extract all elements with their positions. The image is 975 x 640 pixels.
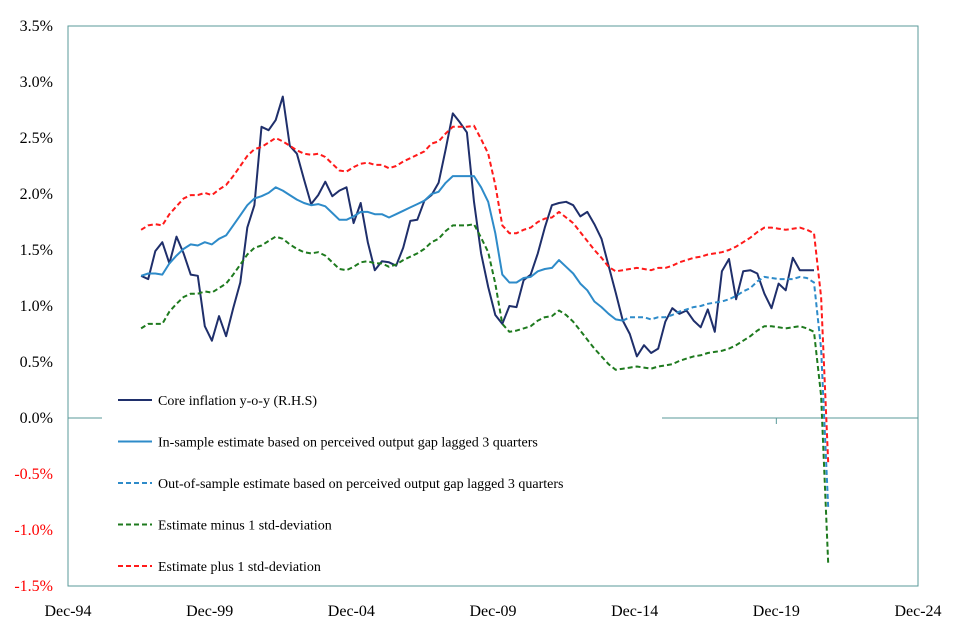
x-tick-label: Dec-14 <box>611 603 658 620</box>
y-tick-label: 1.5% <box>20 242 53 259</box>
legend-label: Core inflation y-o-y (R.H.S) <box>158 394 317 409</box>
y-axis-tick-labels: 3.5% 3.0% 2.5% 2.0% 1.5% 1.0% 0.5% 0.0% -0.5% -1.… <box>14 18 53 595</box>
series-line-2 <box>140 175 623 322</box>
y-tick-label: 3.0% <box>20 74 53 91</box>
y-tick-label: 2.5% <box>20 130 53 147</box>
y-tick-label: 2.0% <box>20 186 53 203</box>
y-tick-label: -1.5% <box>14 578 53 595</box>
y-tick-label: -0.5% <box>14 466 53 483</box>
legend: Core inflation y-o-y (R.H.S) In-sample es… <box>102 383 662 579</box>
x-tick-label: Dec-04 <box>328 603 375 620</box>
series-line-4 <box>140 223 830 564</box>
y-tick-label: 3.5% <box>20 18 53 35</box>
y-tick-label: 0.5% <box>20 354 53 371</box>
x-tick-label: Dec-94 <box>44 603 91 620</box>
legend-label: Out-of-sample estimate based on perceive… <box>158 477 563 492</box>
series-lines <box>140 95 830 564</box>
y-tick-label: -1.0% <box>14 522 53 539</box>
x-axis-tick-labels: Dec-94 Dec-99 Dec-04 Dec-09 Dec-14 Dec-19 Dec-… <box>44 603 941 620</box>
y-tick-label: 0.0% <box>20 410 53 427</box>
x-tick-label: Dec-19 <box>753 603 800 620</box>
series-line-3 <box>622 275 830 508</box>
x-tick-label: Dec-24 <box>894 603 941 620</box>
legend-label: In-sample estimate based on perceived ou… <box>158 436 538 451</box>
series-line-5 <box>140 124 830 463</box>
legend-label: Estimate minus 1 std-deviation <box>158 519 332 534</box>
legend-background <box>102 383 662 579</box>
x-tick-label: Dec-99 <box>186 603 233 620</box>
y-tick-label: 1.0% <box>20 298 53 315</box>
legend-label: Estimate plus 1 std-deviation <box>158 560 321 575</box>
series-line-1 <box>140 95 814 358</box>
x-tick-label: Dec-09 <box>469 603 516 620</box>
